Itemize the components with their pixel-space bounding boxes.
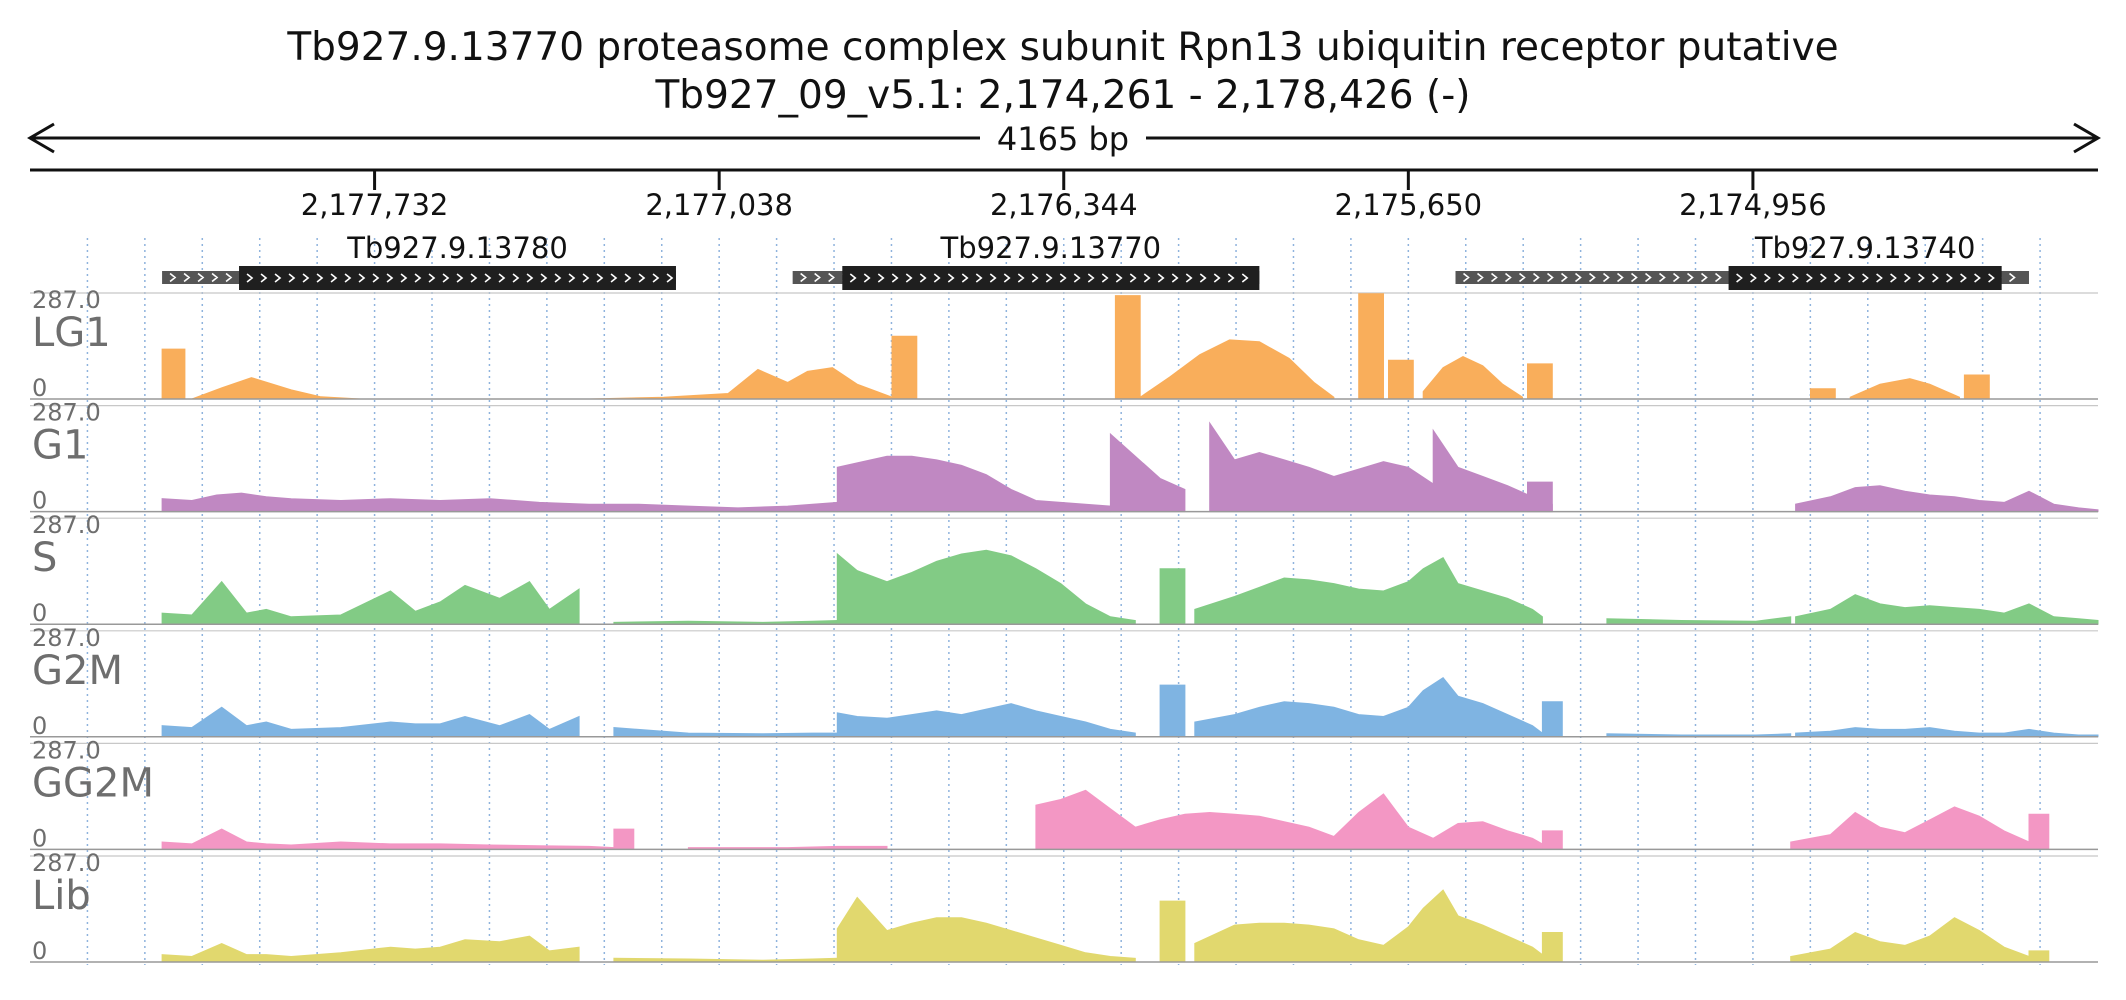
coverage-area-LG1-5 bbox=[1139, 339, 1335, 400]
coverage-area-LG1-4 bbox=[1114, 295, 1141, 400]
coverage-area-Lib-0 bbox=[161, 935, 580, 963]
track-zero-label: 0 bbox=[32, 487, 47, 515]
coverage-area-G2M-4 bbox=[1194, 677, 1543, 738]
track-zero-label: 0 bbox=[32, 824, 47, 852]
track-zero-label: 0 bbox=[32, 937, 47, 965]
x-axis-ticks: 2,177,732 2,177,038 2,176,344 2,175,650 2,17… bbox=[301, 170, 1827, 222]
coverage-area-LG1-2 bbox=[589, 367, 893, 400]
gene-label: Tb927.9.13740 bbox=[1754, 231, 1976, 265]
track-name-label: GG2M bbox=[32, 760, 154, 806]
gene-label: Tb927.9.13780 bbox=[346, 231, 568, 265]
coverage-area-G1-0 bbox=[161, 492, 838, 513]
coverage-area-LG1-11 bbox=[1849, 378, 1960, 400]
coverage-area-GG2M-5 bbox=[1790, 806, 2030, 850]
strand-chevrons bbox=[1736, 273, 1995, 283]
track-zero-label: 0 bbox=[32, 712, 47, 740]
coverage-area-Lib-5 bbox=[1541, 932, 1563, 963]
coverage-area-G2M-1 bbox=[613, 727, 838, 738]
strand-chevrons bbox=[246, 273, 674, 283]
coverage-tracks: 287.0LG10287.0G10287.0S0287.0G2M0287.0GG… bbox=[30, 286, 2099, 965]
coverage-area-GG2M-1 bbox=[613, 828, 635, 850]
track-name-label: S bbox=[32, 535, 57, 581]
coverage-area-S-0 bbox=[161, 580, 580, 625]
coverage-area-G2M-2 bbox=[836, 703, 1136, 738]
gene-label: Tb927.9.13770 bbox=[940, 231, 1162, 265]
gene-cds-bar bbox=[1728, 266, 2002, 290]
track-max-label: 287.0 bbox=[32, 286, 101, 314]
coverage-area-G1-2 bbox=[1109, 432, 1186, 513]
coverage-area-G1-1 bbox=[836, 455, 1111, 513]
coverage-area-GG2M-0 bbox=[161, 828, 615, 850]
track-name-label: G1 bbox=[32, 423, 88, 469]
coverage-area-LG1-3 bbox=[891, 335, 918, 400]
coverage-area-G1-6 bbox=[1795, 485, 2099, 513]
track-zero-label: 0 bbox=[32, 374, 47, 402]
coverage-area-LG1-1 bbox=[191, 377, 361, 400]
coverage-area-Lib-4 bbox=[1194, 889, 1543, 963]
coverage-area-LG1-12 bbox=[1963, 374, 1990, 400]
coverage-area-LG1-9 bbox=[1527, 363, 1553, 400]
x-tick-label-3: 2,175,650 bbox=[1335, 188, 1483, 222]
arrow-left-icon bbox=[27, 122, 55, 154]
track-max-label: 287.0 bbox=[32, 736, 101, 764]
gene-1[interactable]: Tb927.9.13770 bbox=[792, 231, 1260, 290]
x-tick-label-0: 2,177,732 bbox=[301, 188, 449, 222]
track-max-label: 287.0 bbox=[32, 849, 101, 877]
track-name-label: Lib bbox=[32, 873, 91, 919]
coverage-area-S-2 bbox=[836, 549, 1136, 625]
track-S: 287.0S 0 bbox=[30, 511, 2099, 627]
coverage-area-G1-5 bbox=[1527, 481, 1553, 513]
gene-2[interactable]: Tb927.9.13740 bbox=[1455, 231, 2029, 290]
gene-0[interactable]: Tb927.9.13780 bbox=[162, 231, 676, 290]
gene-cds-bar bbox=[239, 266, 676, 290]
track-max-label: 287.0 bbox=[32, 399, 101, 427]
x-tick-label-2: 2,176,344 bbox=[990, 188, 1138, 222]
coverage-area-LG1-0 bbox=[161, 348, 186, 400]
coverage-area-LG1-6 bbox=[1358, 293, 1384, 400]
coverage-area-Lib-3 bbox=[1159, 900, 1186, 963]
coverage-area-G1-3 bbox=[1209, 421, 1434, 513]
coverage-area-G2M-3 bbox=[1159, 684, 1186, 738]
coverage-area-G2M-0 bbox=[161, 706, 580, 738]
track-G1: 287.0G1 0 bbox=[30, 399, 2099, 515]
coverage-area-S-5 bbox=[1606, 616, 1792, 625]
arrow-right-icon bbox=[2073, 122, 2101, 154]
span-label: 4165 bp bbox=[997, 120, 1129, 158]
track-max-label: 287.0 bbox=[32, 511, 101, 539]
track-name-label: LG1 bbox=[32, 310, 111, 356]
coverage-area-LG1-7 bbox=[1388, 359, 1414, 400]
coverage-area-Lib-7 bbox=[2028, 950, 2050, 963]
track-max-label: 287.0 bbox=[32, 624, 101, 652]
strand-chevrons bbox=[849, 273, 1249, 283]
coverage-area-G2M-7 bbox=[1795, 727, 2099, 738]
chart-title: Tb927.9.13770 proteasome complex subunit… bbox=[286, 25, 1838, 70]
coverage-area-S-4 bbox=[1194, 557, 1543, 625]
coverage-area-S-3 bbox=[1159, 568, 1186, 625]
coverage-area-GG2M-4 bbox=[1541, 830, 1563, 850]
x-tick-label-4: 2,174,956 bbox=[1679, 188, 1827, 222]
track-name-label: G2M bbox=[32, 648, 123, 694]
gene-models: Tb927.9.13780 Tb927.9.13770 Tb927.9.13740 bbox=[162, 231, 2029, 290]
chart-subtitle: Tb927_09_v5.1: 2,174,261 - 2,178,426 (-) bbox=[654, 73, 1470, 118]
x-tick-label-1: 2,177,038 bbox=[645, 188, 793, 222]
span-ruler: 4165 bp bbox=[27, 120, 2101, 158]
coverage-area-Lib-6 bbox=[1790, 917, 2030, 963]
coverage-area-GG2M-6 bbox=[2028, 813, 2050, 850]
coverage-area-Lib-2 bbox=[836, 896, 1136, 963]
coverage-area-LG1-10 bbox=[1810, 388, 1836, 400]
coverage-area-G2M-5 bbox=[1541, 701, 1563, 738]
coverage-area-GG2M-3 bbox=[1035, 789, 1543, 850]
track-zero-label: 0 bbox=[32, 599, 47, 627]
coverage-area-LG1-8 bbox=[1422, 355, 1523, 400]
coverage-area-S-6 bbox=[1795, 594, 2099, 625]
